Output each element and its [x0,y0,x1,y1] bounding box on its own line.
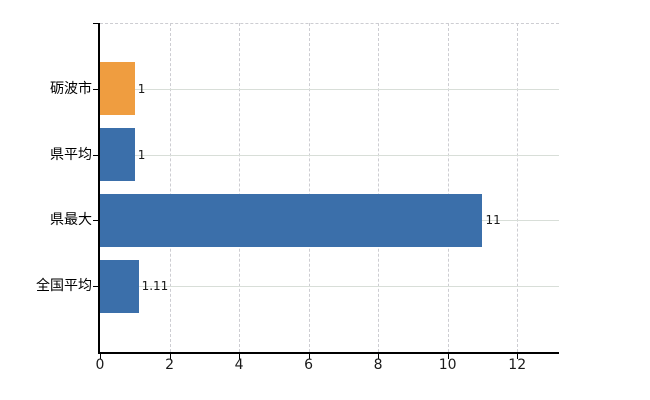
h-gridline [100,286,559,288]
bar-value-label: 11 [485,213,501,228]
x-axis-tick [308,354,310,359]
x-axis-tick-label: 8 [373,357,383,373]
v-gridline [447,23,449,352]
v-gridline [239,23,241,352]
v-gridline [517,23,519,352]
plot-area: 1 1 11 1.11 [100,23,559,352]
x-axis-tick-label: 10 [438,357,457,373]
y-axis-line [98,23,100,354]
x-axis-tick [517,354,519,359]
x-axis-line [98,352,559,354]
x-axis-tick-label: 4 [234,357,244,373]
y-axis-category-label: 全国平均 [36,278,92,295]
x-axis-tick-label: 0 [95,357,105,373]
x-axis-tick [169,354,171,359]
x-axis-tick [239,354,241,359]
h-gridline [100,154,559,156]
x-axis-tick-label: 6 [304,357,314,373]
bar-value-label: 1 [137,81,146,96]
y-axis-category-label: 県平均 [50,146,92,163]
v-gridline [169,23,171,352]
y-axis-category-label: 県最大 [50,212,92,229]
y-axis-category-label: 砺波市 [50,80,92,97]
h-gridline [100,88,559,90]
y-axis-tick [93,154,98,156]
bar-value-label: 1 [137,147,146,162]
x-axis-tick [378,354,380,359]
y-axis-tick [93,220,98,222]
bar-3 [100,259,139,313]
x-axis-tick-label: 2 [165,357,174,373]
bar-2 [100,193,483,247]
bar-0 [100,62,135,116]
v-gridline [308,23,310,352]
bar-value-label: 1.11 [141,279,169,294]
bar-1 [100,128,135,182]
y-axis-tick [93,23,98,24]
y-axis-tick [93,88,98,90]
x-axis-tick [447,354,449,359]
x-axis-tick-label: 12 [508,357,527,373]
v-gridline [378,23,380,352]
x-axis-tick [100,354,101,359]
plot-top-border [100,23,559,24]
y-axis-tick [93,286,98,288]
